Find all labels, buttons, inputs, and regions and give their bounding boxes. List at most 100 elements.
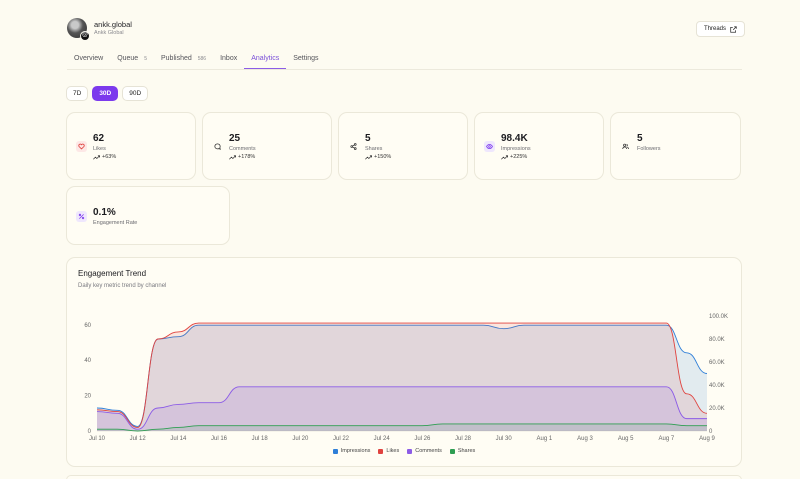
metric-change: +225% [501,154,527,160]
series-area-comments [97,386,707,431]
next-card-peek [66,475,742,479]
tab-label: Published [161,55,192,62]
tab-divider [67,69,742,70]
tab-label: Inbox [220,55,238,62]
range-90d-button[interactable]: 90D [122,86,149,101]
trend-up-icon [365,154,372,159]
metric-card-comments: 25 Comments +178% [202,112,332,180]
metric-card-likes: 62 Likes +63% [66,112,196,180]
x-tick-label: Jul 30 [496,436,513,442]
x-tick-label: Jul 16 [211,436,228,442]
legend-item-shares[interactable]: Shares [449,448,476,454]
tab-queue[interactable]: Queue 5 [110,51,154,69]
heart-icon [76,141,87,152]
tab-label: Queue [117,55,139,62]
x-tick-label: Jul 10 [89,436,106,442]
tab-bar: Overview Queue 5 Published 586 Inbox Analy… [67,51,326,69]
tab-count: 586 [197,56,207,62]
chart-title: Engagement Trend [78,269,147,278]
metric-label: Likes [93,146,106,152]
series-area-likes [97,323,707,431]
trend-up-icon [229,154,236,159]
engagement-trend-chart[interactable]: 0 20 40 60 0 20.0K 40.0K 60.0K 80.0K 100.0K Jul 10… [67,258,743,468]
metric-change: +150% [365,154,391,160]
legend-item-comments[interactable]: Comments [407,448,442,454]
x-tick-label: Aug 9 [699,436,715,442]
tab-inbox[interactable]: Inbox [213,51,244,69]
tab-overview[interactable]: Overview [67,51,110,69]
comment-icon [212,141,223,152]
y-left-tick-label: 40 [84,358,91,364]
metric-value: 98.4K [501,133,528,144]
y-right-tick-label: 60.0K [709,360,725,366]
x-tick-label: Jul 14 [170,436,187,442]
legend-label: Impressions [340,448,371,454]
metric-label: Comments [229,146,256,152]
tab-count: 5 [144,56,147,62]
threads-button-label: Threads [704,26,727,32]
users-icon [620,141,631,152]
metric-label: Impressions [501,146,531,152]
eye-icon [484,141,495,152]
y-left-tick-label: 20 [84,394,91,400]
tab-label: Settings [293,55,319,62]
x-tick-label: Jul 28 [455,436,472,442]
x-tick-label: Aug 7 [658,436,674,442]
profile-subtitle: Ankk Global [94,29,124,36]
legend-label: Shares [457,448,476,454]
range-30d-button[interactable]: 30D [92,86,119,101]
metric-value: 62 [93,133,105,144]
chart-legend: Impressions Likes Comments Shares [67,448,741,454]
metric-value: 5 [365,133,371,144]
metric-change-value: +178% [238,154,256,160]
avatar: @ [67,18,90,41]
series-line-impressions [96,324,708,427]
metric-value: 25 [229,133,241,144]
legend-item-impressions[interactable]: Impressions [332,448,371,454]
legend-swatch [449,448,455,454]
engagement-trend-card: Engagement Trend Daily key metric trend … [66,257,742,467]
threads-badge-icon: @ [80,31,90,41]
threads-link-button[interactable]: Threads [696,21,746,37]
legend-swatch [378,448,384,454]
legend-label: Comments [415,448,442,454]
x-tick-label: Aug 1 [536,436,552,442]
metric-change: +178% [229,154,255,160]
metric-value: 5 [637,133,643,144]
y-right-tick-label: 0 [709,429,713,435]
profile-header[interactable]: @ ankk.global Ankk Global [67,18,132,41]
metric-change-value: +63% [102,154,117,160]
legend-item-likes[interactable]: Likes [378,448,399,454]
tab-label: Overview [74,55,104,62]
tab-settings[interactable]: Settings [286,51,325,69]
metric-card-followers: 5 Followers [610,112,741,180]
y-left-tick-label: 60 [84,323,91,329]
chart-subtitle: Daily key metric trend by channel [78,283,167,289]
metric-change-value: +225% [510,154,528,160]
series-line-shares [97,423,707,432]
x-tick-label: Jul 26 [414,436,431,442]
range-7d-button[interactable]: 7D [66,86,89,101]
trend-up-icon [501,154,508,159]
x-tick-label: Jul 12 [130,436,147,442]
x-tick-label: Aug 5 [618,436,634,442]
metric-value: 0.1% [93,207,116,218]
profile-name: ankk.global [94,19,132,29]
tab-published[interactable]: Published 586 [154,51,213,69]
external-link-icon [730,25,737,33]
y-right-tick-label: 40.0K [709,383,725,389]
metric-label: Engagement Rate [93,220,138,226]
metric-change: +63% [93,154,116,160]
y-left-tick-label: 0 [88,429,92,435]
share-icon [348,141,359,152]
metric-card-shares: 5 Shares +150% [338,112,468,180]
metric-label: Followers [637,146,661,152]
percent-icon [76,211,87,222]
date-range-selector: 7D 30D 90D [66,86,149,101]
x-tick-label: Jul 24 [374,436,391,442]
y-right-tick-label: 100.0K [709,314,728,320]
tab-analytics[interactable]: Analytics [244,51,287,69]
x-tick-label: Jul 22 [333,436,350,442]
y-right-tick-label: 20.0K [709,406,725,412]
